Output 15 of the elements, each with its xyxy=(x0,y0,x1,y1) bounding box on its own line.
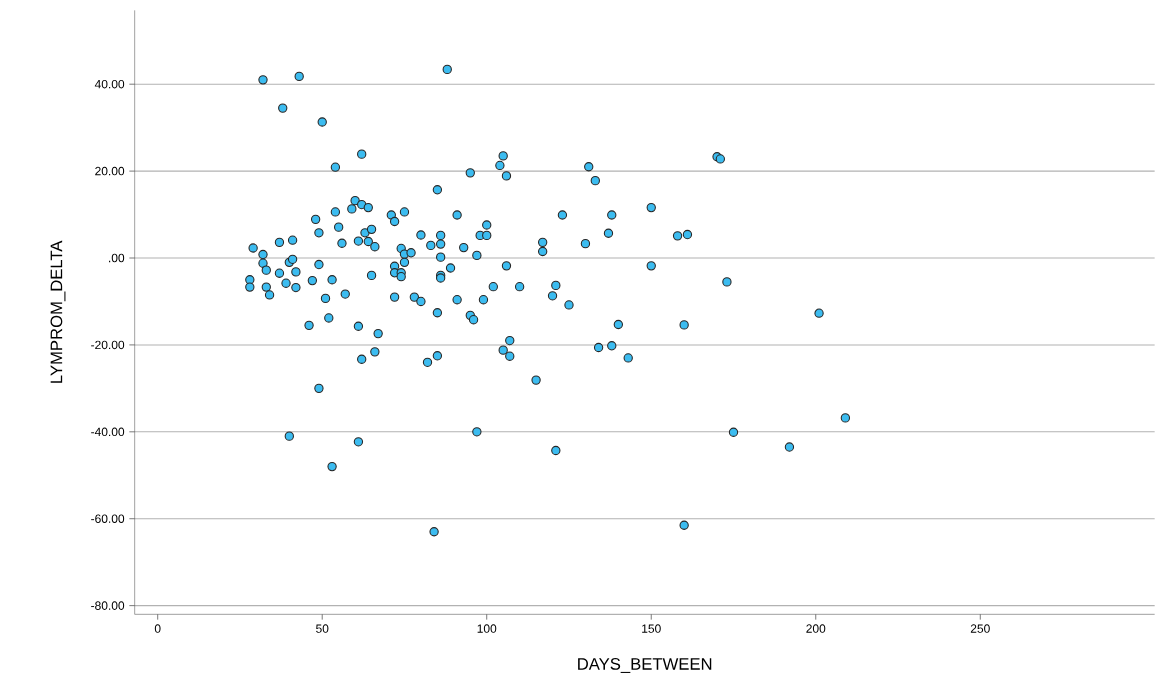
y-tick-label: -80.00 xyxy=(91,601,125,610)
x-tick-label: 100 xyxy=(477,624,497,633)
y-tick-label: .00 xyxy=(109,253,125,263)
y-tick-label: 40.00 xyxy=(94,79,125,89)
x-tick-label: 0 xyxy=(154,624,161,633)
x-tick-label: 50 xyxy=(316,624,329,633)
x-tick-label: 200 xyxy=(806,624,826,633)
y-tick-label: -40.00 xyxy=(91,427,125,437)
y-axis-title: LYMPROM_DELTA xyxy=(50,240,66,383)
y-tick-label: -60.00 xyxy=(91,514,125,523)
x-tick-label: 150 xyxy=(642,624,661,633)
y-tick-label: -20.00 xyxy=(91,340,125,350)
x-axis-title: DAYS_BETWEEN xyxy=(578,658,712,673)
x-tick-label: 250 xyxy=(970,624,990,633)
y-tick-label: 20.00 xyxy=(95,166,125,176)
